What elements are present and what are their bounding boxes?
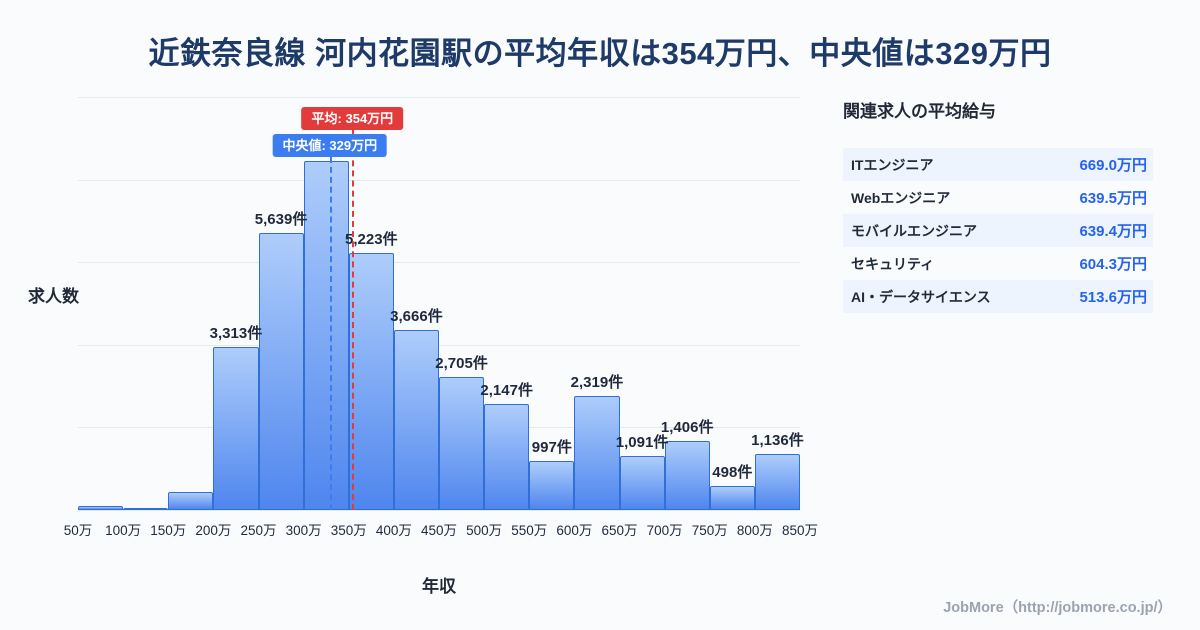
x-tick-label: 550万: [511, 523, 548, 538]
gridline: [78, 344, 800, 346]
histogram-bar: [439, 377, 485, 510]
x-tick-label: 150万: [150, 523, 187, 538]
bar-value-label: 5,223件: [345, 231, 398, 249]
job-category-label: Webエンジニア: [851, 189, 951, 206]
job-salary-value: 639.4万円: [1079, 223, 1147, 240]
y-axis-label: 求人数: [28, 287, 79, 306]
table-row: Webエンジニア 639.5万円: [843, 181, 1153, 214]
job-salary-value: 604.3万円: [1079, 256, 1147, 273]
histogram-bar: [213, 347, 259, 510]
x-tick-label: 700万: [646, 523, 683, 538]
histogram-bar: [709, 485, 755, 510]
histogram-bar: [529, 460, 575, 510]
bar-slot: [168, 97, 214, 510]
x-tick-label: 100万: [105, 523, 142, 538]
x-tick-label: 250万: [240, 523, 277, 538]
job-category-label: ITエンジニア: [851, 156, 934, 173]
page-title: 近鉄奈良線 河内花園駅の平均年収は354万円、中央値は329万円: [148, 36, 1052, 71]
mean-badge: 平均: 354万円: [301, 107, 404, 130]
x-tick-label: 50万: [63, 523, 93, 538]
histogram-bar: [78, 505, 124, 510]
table-row: セキュリティ 604.3万円: [843, 247, 1153, 280]
x-tick-label: 750万: [691, 523, 728, 538]
job-salary-value: 669.0万円: [1079, 157, 1147, 174]
histogram-bar: [574, 395, 620, 510]
x-tick-label: 300万: [285, 523, 322, 538]
bar-slot: 2,319件: [571, 97, 623, 510]
x-tick-label: 200万: [195, 523, 232, 538]
mean-line: [352, 130, 355, 510]
bars: 3,313件 5,639件 5,223件 3,666件 2,705件 2,147件 997件…: [78, 97, 804, 510]
histogram-bar: [393, 329, 439, 510]
x-tick-label: 850万: [781, 523, 819, 538]
bar-slot: 498件: [709, 97, 755, 510]
related-jobs-heading: 関連求人の平均給与: [843, 102, 996, 121]
table-row: モバイルエンジニア 639.4万円: [843, 214, 1153, 247]
bar-slot: 997件: [529, 97, 575, 510]
x-tick-label: 800万: [736, 523, 773, 538]
histogram-bar: [484, 404, 530, 510]
bar-slot: 5,223件: [345, 97, 398, 510]
bar-slot: [78, 97, 124, 510]
job-category-label: セキュリティ: [851, 255, 935, 272]
bar-value-label: 2,319件: [570, 373, 624, 391]
x-tick-label: 500万: [466, 523, 503, 538]
histogram-bar: [754, 454, 800, 510]
histogram-bar: [258, 232, 304, 510]
bar-slot: 2,147件: [480, 97, 533, 510]
histogram-bar: [619, 456, 665, 510]
bar-slot: 3,666件: [390, 97, 443, 510]
table-row: ITエンジニア 669.0万円: [843, 148, 1153, 181]
related-jobs-panel: 関連求人の平均給与 ITエンジニア 669.0万円 Webエンジニア 639.5万円モ…: [843, 97, 1153, 313]
bar-slot: 2,705件: [435, 97, 488, 510]
x-ticks: 50万 100万 150万 200万 250万 300万 350万 400万 450万 500万 5…: [64, 510, 818, 538]
median-line: [329, 157, 332, 510]
x-tick-label: 600万: [556, 523, 593, 538]
bar-value-label: 2,705件: [435, 355, 488, 373]
bar-value-label: 5,639件: [254, 210, 308, 228]
bar-slot: 3,313件: [210, 97, 262, 510]
histogram-bar: [168, 491, 214, 510]
bar-value-label: 3,666件: [390, 307, 443, 325]
bar-slot: 5,639件: [255, 97, 307, 510]
job-salary-value: 513.6万円: [1079, 289, 1147, 306]
gridline: [78, 179, 800, 181]
median-badge: 中央値: 329万円: [272, 134, 388, 157]
x-tick-label: 450万: [420, 523, 458, 538]
x-tick-label: 400万: [375, 523, 412, 538]
gridline: [78, 510, 800, 511]
bar-slot: [123, 97, 169, 510]
related-jobs-table: ITエンジニア 669.0万円 Webエンジニア 639.5万円モバイルエンジニア 63…: [843, 148, 1153, 313]
bar-value-label: 1,091件: [615, 434, 669, 452]
bar-slot: [303, 97, 349, 510]
x-tick-label: 350万: [330, 523, 367, 538]
bar-value-label: 498件: [712, 463, 753, 481]
job-salary-value: 639.5万円: [1079, 190, 1147, 207]
bar-slot: 1,406件: [661, 97, 713, 510]
x-axis-label: 年収: [422, 577, 456, 596]
table-row: AI・データサイエンス 513.6万円: [843, 280, 1153, 313]
histogram-bar: [123, 507, 169, 510]
bar-value-label: 997件: [531, 438, 572, 456]
footer-credit: JobMore（http://jobmore.co.jp/）: [943, 600, 1172, 616]
bar-value-label: 3,313件: [209, 325, 263, 343]
x-tick-label: 650万: [601, 523, 638, 538]
bar-slot: 1,136件: [751, 97, 804, 510]
histogram-bar: [303, 160, 349, 510]
gridline: [78, 97, 800, 98]
bar-slot: 1,091件: [616, 97, 668, 510]
bar-value-label: 1,136件: [751, 432, 804, 450]
histogram-chart: 3,313件 5,639件 5,223件 3,666件 2,705件 2,147件 997件…: [64, 97, 818, 538]
gridline: [78, 262, 800, 264]
job-category-label: モバイルエンジニア: [851, 222, 977, 239]
histogram-bar: [664, 440, 710, 510]
job-category-label: AI・データサイエンス: [851, 288, 991, 305]
bar-value-label: 2,147件: [480, 382, 533, 400]
histogram-bar: [348, 253, 394, 510]
bar-value-label: 1,406件: [660, 418, 714, 436]
